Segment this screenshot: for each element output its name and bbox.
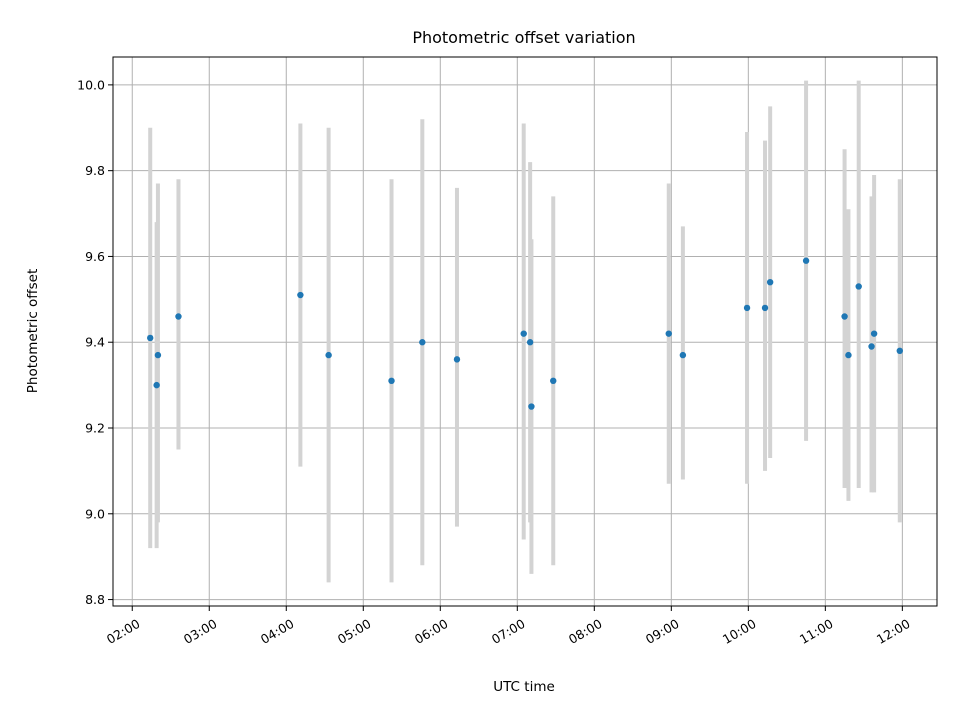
data-points: [147, 257, 903, 410]
plot-frame: [112, 56, 938, 607]
axis-ticks: 02:00 03:00 04:00 05:00 06:00 07:00 08:00 09:00…: [77, 77, 913, 647]
y-tick-label: 9.0: [85, 506, 105, 521]
data-point: [419, 339, 426, 346]
data-point: [841, 313, 848, 320]
data-point: [550, 377, 557, 385]
data-point: [870, 330, 878, 337]
data-point: [325, 351, 332, 359]
data-point: [297, 291, 304, 299]
data-point: [154, 351, 162, 359]
x-axis-label: UTC time: [493, 679, 555, 695]
y-tick-label: 9.2: [85, 421, 105, 436]
data-point: [453, 356, 461, 363]
data-point: [520, 330, 527, 337]
data-point: [147, 334, 154, 342]
chart-title: Photometric offset variation: [412, 28, 635, 47]
x-tick-label: 02:00: [104, 616, 143, 647]
x-tick-label: 05:00: [335, 616, 374, 647]
y-axis-label: Photometric offset: [25, 269, 41, 393]
y-tick-label: 9.8: [85, 163, 105, 178]
y-tick-label: 9.4: [85, 335, 105, 350]
y-tick-label: 8.8: [85, 592, 105, 607]
x-tick-label: 08:00: [566, 616, 605, 647]
data-point: [896, 347, 903, 355]
data-point: [528, 403, 535, 410]
data-point: [665, 330, 672, 337]
x-tick-label: 07:00: [489, 616, 528, 647]
x-tick-label: 10:00: [720, 616, 759, 647]
x-tick-label: 09:00: [643, 616, 682, 647]
x-tick-label: 12:00: [874, 616, 913, 647]
data-point: [526, 339, 534, 346]
x-tick-label: 04:00: [258, 616, 297, 647]
data-point: [766, 278, 774, 286]
data-point: [761, 304, 769, 312]
data-point: [868, 343, 875, 350]
x-tick-label: 06:00: [412, 616, 451, 647]
data-point: [175, 313, 182, 320]
y-tick-label: 10.0: [77, 77, 105, 92]
data-point: [388, 377, 395, 385]
data-point: [743, 304, 751, 312]
data-point: [679, 351, 687, 359]
data-point: [802, 257, 810, 264]
data-point: [153, 381, 160, 389]
data-point: [855, 283, 862, 290]
y-tick-label: 9.6: [85, 249, 105, 264]
data-point: [845, 351, 852, 359]
x-tick-label: 03:00: [181, 616, 220, 647]
x-tick-label: 11:00: [797, 616, 836, 647]
